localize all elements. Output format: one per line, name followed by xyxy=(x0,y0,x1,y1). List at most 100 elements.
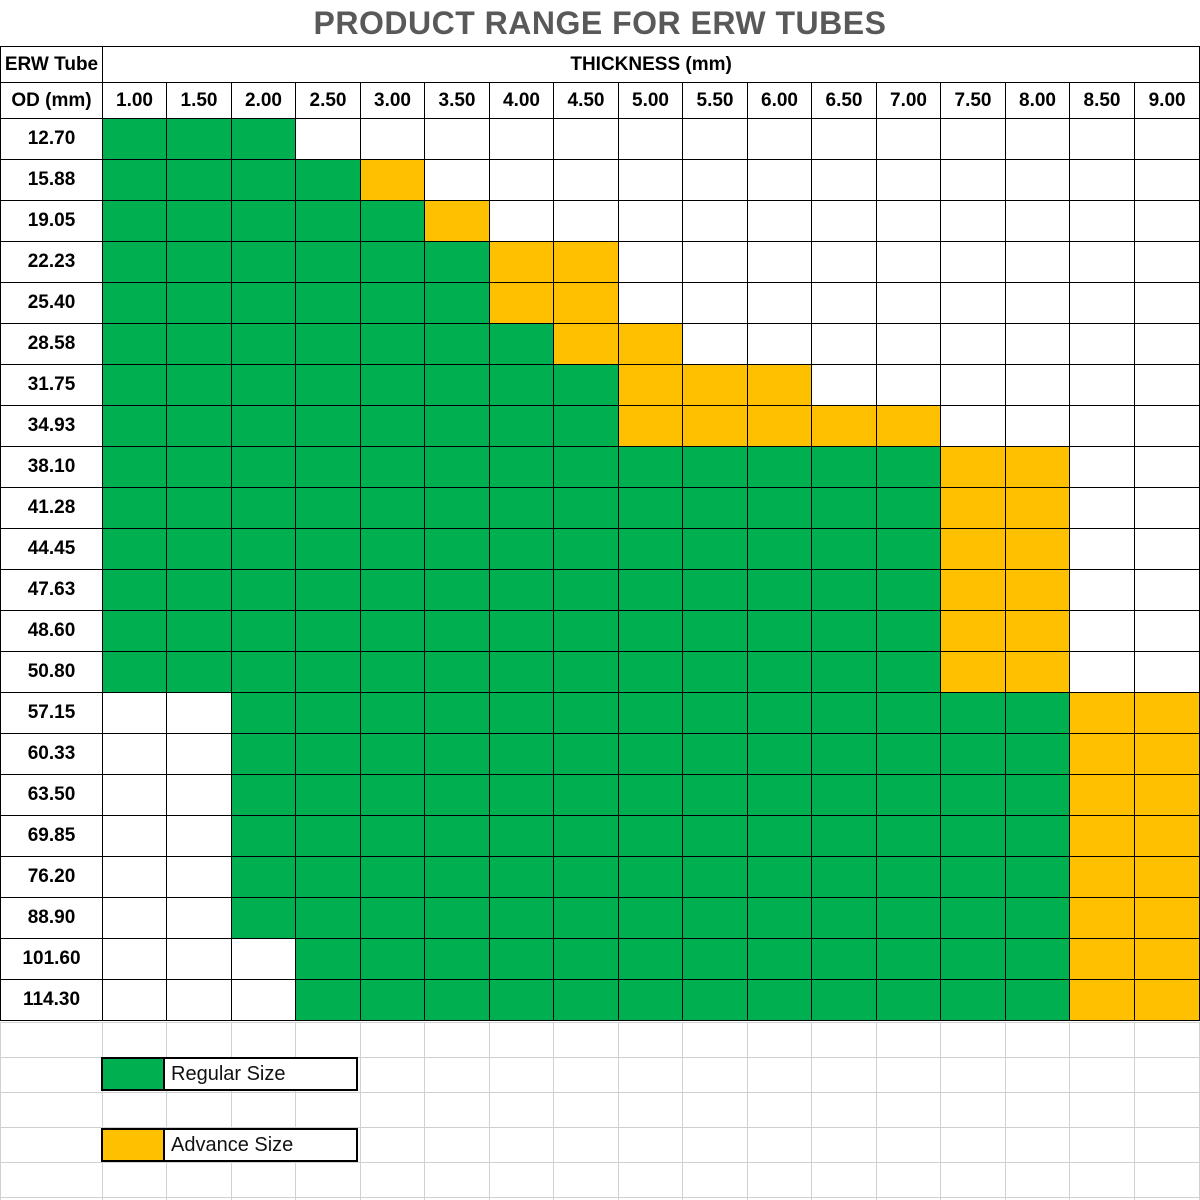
regular-size-cell xyxy=(360,774,425,816)
advance-size-cell xyxy=(1069,897,1135,939)
empty-cell xyxy=(1133,487,1200,529)
od-cell: 57.15 xyxy=(0,692,103,734)
empty-cell xyxy=(1069,159,1135,201)
od-label: OD (mm) xyxy=(0,82,103,119)
empty-cell xyxy=(811,323,877,365)
regular-size-cell xyxy=(295,692,361,734)
regular-size-cell xyxy=(682,569,748,611)
gridline xyxy=(1069,1022,1070,1200)
empty-cell xyxy=(940,405,1006,447)
gridline xyxy=(166,1022,167,1200)
regular-size-cell xyxy=(295,323,361,365)
empty-cell xyxy=(1005,405,1070,447)
regular-size-cell xyxy=(166,446,232,488)
empty-cell xyxy=(747,282,812,324)
empty-cell xyxy=(1069,241,1135,283)
gridline xyxy=(0,1057,1200,1058)
regular-size-cell xyxy=(231,487,296,529)
regular-size-cell xyxy=(231,241,296,283)
thickness-header-cell: 5.50 xyxy=(682,82,748,119)
thickness-header-cell: 9.00 xyxy=(1133,82,1200,119)
table-row: 15.88 xyxy=(0,159,1200,201)
regular-size-cell xyxy=(747,487,812,529)
regular-size-cell xyxy=(682,938,748,980)
table-row: 47.63 xyxy=(0,569,1200,611)
regular-size-cell xyxy=(553,856,619,898)
empty-cell xyxy=(876,364,941,406)
empty-cell xyxy=(1069,405,1135,447)
regular-size-cell xyxy=(102,118,167,160)
od-cell: 28.58 xyxy=(0,323,103,365)
empty-cell xyxy=(1069,610,1135,652)
empty-cell xyxy=(231,938,296,980)
regular-size-cell xyxy=(102,610,167,652)
regular-size-cell xyxy=(811,528,877,570)
regular-size-cell xyxy=(811,815,877,857)
regular-size-cell xyxy=(553,446,619,488)
od-cell: 60.33 xyxy=(0,733,103,775)
regular-size-cell xyxy=(618,815,683,857)
regular-size-cell xyxy=(231,159,296,201)
thickness-header-cell: 5.00 xyxy=(618,82,683,119)
regular-size-cell xyxy=(424,487,490,529)
regular-size-cell xyxy=(876,856,941,898)
empty-cell xyxy=(682,323,748,365)
legend-advance-label: Advance Size xyxy=(171,1134,294,1156)
advance-size-cell xyxy=(1133,979,1200,1021)
od-cell: 44.45 xyxy=(0,528,103,570)
regular-size-cell xyxy=(489,979,554,1021)
od-cell: 114.30 xyxy=(0,979,103,1021)
table-row: 63.50 xyxy=(0,774,1200,816)
regular-size-cell xyxy=(166,610,232,652)
empty-cell xyxy=(489,159,554,201)
table-row: 101.60 xyxy=(0,938,1200,980)
empty-cell xyxy=(553,200,619,242)
regular-size-cell xyxy=(424,569,490,611)
regular-size-cell xyxy=(231,692,296,734)
empty-cell xyxy=(1133,364,1200,406)
empty-cell xyxy=(1133,118,1200,160)
empty-cell xyxy=(1133,241,1200,283)
regular-size-cell xyxy=(424,528,490,570)
regular-size-cell xyxy=(231,323,296,365)
empty-cell xyxy=(166,897,232,939)
empty-cell xyxy=(1069,651,1135,693)
gridline xyxy=(682,1022,683,1200)
regular-size-cell xyxy=(231,528,296,570)
regular-size-cell xyxy=(553,610,619,652)
table-row: 41.28 xyxy=(0,487,1200,529)
regular-size-cell xyxy=(360,733,425,775)
regular-size-cell xyxy=(553,979,619,1021)
regular-size-cell xyxy=(747,610,812,652)
advance-size-cell xyxy=(747,405,812,447)
regular-size-cell xyxy=(1005,774,1070,816)
advance-size-cell xyxy=(1069,774,1135,816)
empty-cell xyxy=(553,118,619,160)
regular-size-cell xyxy=(424,733,490,775)
empty-cell xyxy=(1133,651,1200,693)
advance-size-cell xyxy=(489,241,554,283)
regular-size-cell xyxy=(231,610,296,652)
gridline xyxy=(553,1022,554,1200)
advance-size-cell xyxy=(940,528,1006,570)
regular-size-cell xyxy=(489,487,554,529)
empty-cell xyxy=(940,241,1006,283)
empty-cell xyxy=(618,159,683,201)
gridline xyxy=(1005,1022,1006,1200)
regular-size-cell xyxy=(940,774,1006,816)
regular-size-cell xyxy=(876,610,941,652)
regular-size-cell xyxy=(1005,979,1070,1021)
empty-cell xyxy=(1069,569,1135,611)
gridline xyxy=(489,1022,490,1200)
regular-size-cell xyxy=(295,241,361,283)
regular-size-cell xyxy=(1005,733,1070,775)
regular-size-cell xyxy=(102,651,167,693)
advance-size-cell xyxy=(424,200,490,242)
advance-size-cell xyxy=(1069,733,1135,775)
regular-size-cell xyxy=(876,569,941,611)
regular-size-cell xyxy=(424,774,490,816)
regular-size-cell xyxy=(1005,938,1070,980)
empty-cell xyxy=(424,118,490,160)
regular-size-cell xyxy=(876,938,941,980)
regular-size-cell xyxy=(618,651,683,693)
